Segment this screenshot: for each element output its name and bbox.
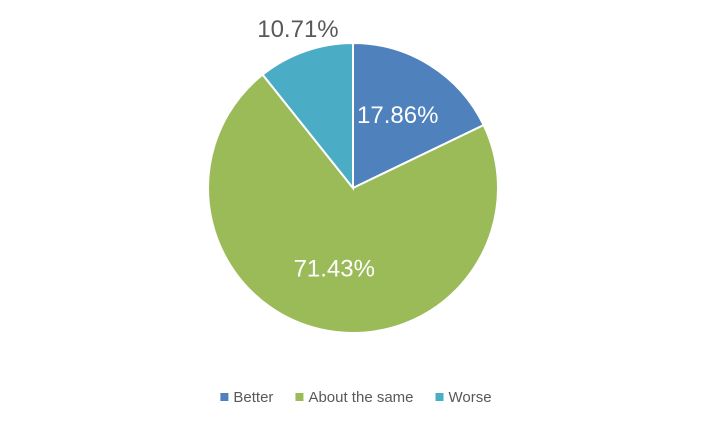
pie-slice <box>207 73 499 334</box>
legend-label: Better <box>233 389 273 406</box>
pie-slice <box>352 41 485 190</box>
legend-swatch <box>435 393 444 401</box>
pie-slice <box>261 41 354 191</box>
legend-label: About the same <box>308 389 413 406</box>
legend-label: Worse <box>449 389 492 406</box>
legend-swatch <box>220 393 229 401</box>
legend-swatch <box>295 393 304 401</box>
data-label: 17.86% <box>357 102 438 129</box>
data-label: 10.71% <box>257 16 338 43</box>
data-label: 71.43% <box>294 255 375 282</box>
